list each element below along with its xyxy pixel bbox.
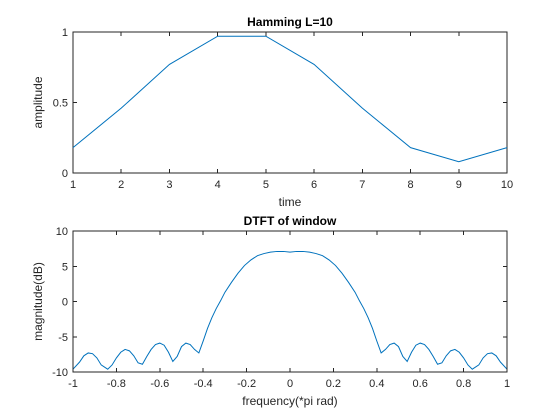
y-ticks: 00.51: [53, 27, 507, 180]
series-layer: [72, 35, 508, 163]
chart-title: Hamming L=10: [247, 15, 333, 29]
plot-area: [72, 31, 508, 174]
x-tick-label: 4: [215, 179, 221, 191]
time-domain-plot: 1 2 3 4 5 6 7 8 9 10 00.51 Hamming L=10 time ampl…: [31, 15, 513, 209]
y-ticks: -10 -5 0 5 10: [52, 226, 507, 379]
y-axis-label: amplitude: [31, 76, 45, 128]
x-axis-label: frequency(*pi rad): [242, 394, 337, 408]
x-tick-label: 1: [70, 179, 76, 191]
series-layer: [72, 250, 508, 370]
x-ticks: -1 -0.8 -0.6 -0.4 -0.2 0 0.2 0.4 0.6 0.8 1: [68, 231, 510, 390]
x-tick-label: 5: [263, 179, 269, 191]
x-tick-label: 6: [311, 179, 317, 191]
x-tick-label: 0.2: [326, 378, 341, 390]
y-tick-label: 10: [56, 226, 68, 238]
x-tick-label: 0.4: [369, 378, 384, 390]
series-line: [72, 35, 508, 163]
x-tick-label: 0: [287, 378, 293, 390]
x-tick-label: 7: [359, 179, 365, 191]
series-line: [72, 250, 508, 370]
x-ticks: 1 2 3 4 5 6 7 8 9 10: [70, 32, 513, 191]
x-tick-label: -0.8: [107, 378, 126, 390]
frequency-domain-plot: -1 -0.8 -0.6 -0.4 -0.2 0 0.2 0.4 0.6 0.8 1 -10 -5 0 5…: [31, 214, 510, 408]
y-tick-label: -10: [52, 367, 68, 379]
x-tick-label: 10: [501, 179, 513, 191]
x-tick-label: 3: [166, 179, 172, 191]
x-tick-label: -0.2: [237, 378, 256, 390]
y-tick-label: 0.5: [53, 98, 68, 110]
x-tick-label: -0.6: [150, 378, 169, 390]
y-tick-label: -5: [58, 332, 68, 344]
y-tick-label: 0: [62, 297, 68, 309]
chart-title: DTFT of window: [244, 214, 337, 228]
x-tick-label: 0.6: [413, 378, 428, 390]
x-tick-label: 8: [407, 179, 413, 191]
y-tick-label: 0: [62, 168, 68, 180]
y-axis-label: magnitude(dB): [31, 262, 45, 341]
x-tick-label: 1: [504, 378, 510, 390]
x-tick-label: 0.8: [456, 378, 471, 390]
x-tick-label: -0.4: [194, 378, 213, 390]
x-tick-label: 9: [456, 179, 462, 191]
y-tick-label: 5: [62, 261, 68, 273]
y-tick-label: 1: [62, 27, 68, 39]
x-tick-label: 2: [118, 179, 124, 191]
x-axis-label: time: [279, 195, 302, 209]
x-tick-label: -1: [68, 378, 78, 390]
